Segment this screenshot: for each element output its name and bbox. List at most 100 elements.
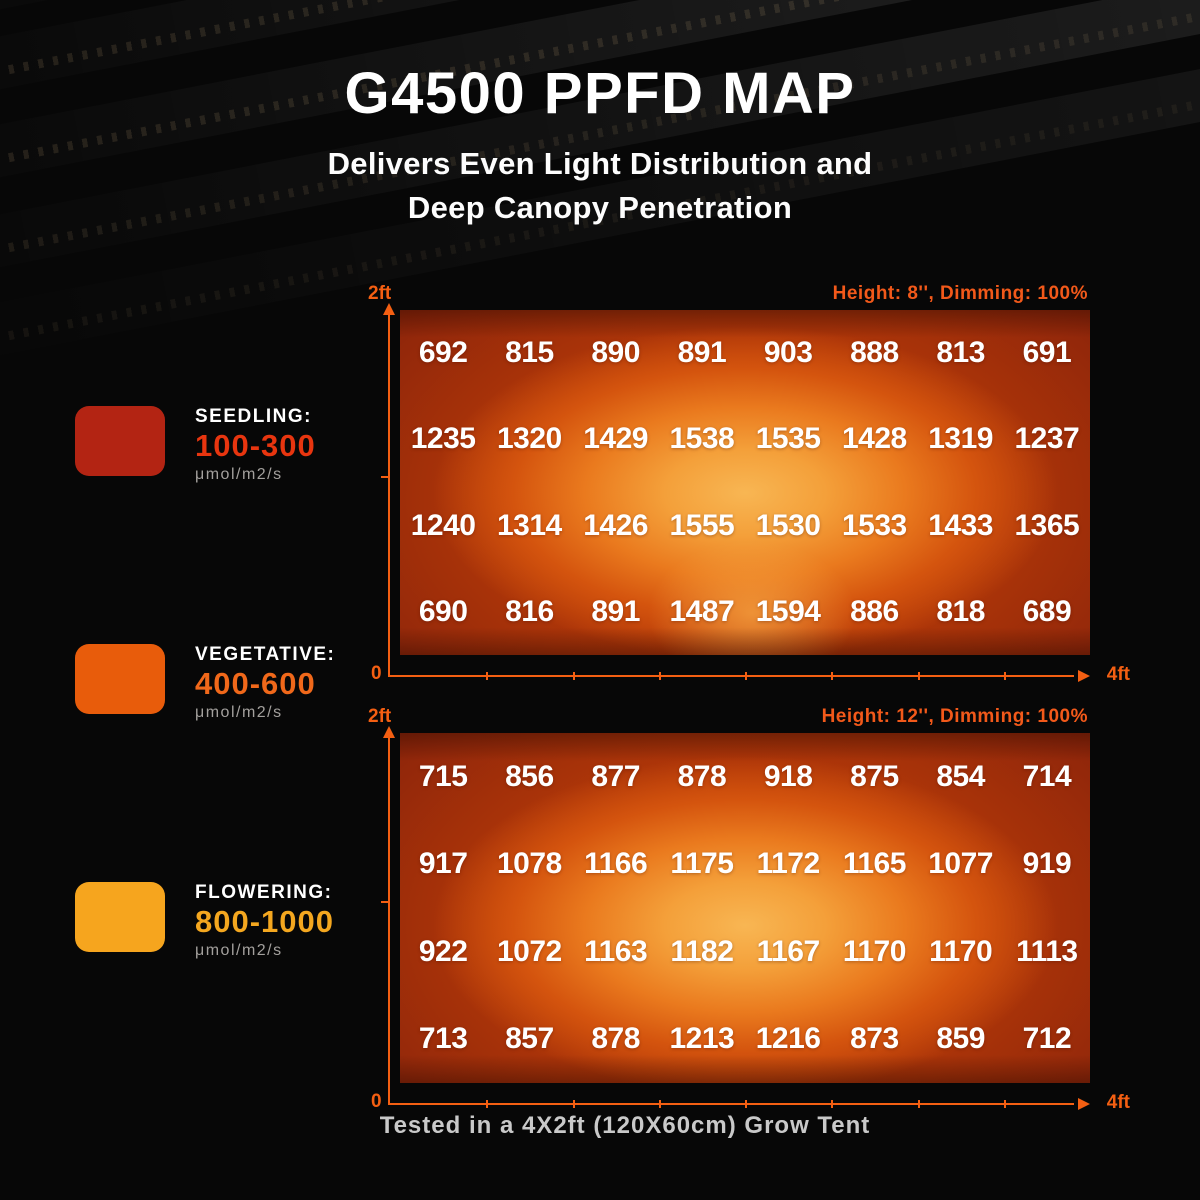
ppfd-value: 1533 [842, 508, 907, 542]
ppfd-value: 922 [418, 934, 468, 968]
x-axis-tick [1003, 672, 1006, 680]
ppfd-value: 891 [677, 336, 727, 370]
ppfd-value: 1182 [670, 934, 734, 968]
ppfd-value-grid: 692 815 890 891 903 888 813 691 1235 1320 1429 1538… [400, 310, 1090, 655]
x-axis-max-label: 4ft [1106, 664, 1130, 685]
ppfd-value: 1320 [497, 422, 562, 456]
seedling-color-swatch [75, 406, 165, 476]
ppfd-value: 1165 [842, 847, 907, 881]
ppfd-value: 1240 [410, 508, 476, 542]
ppfd-value: 878 [591, 1022, 640, 1056]
x-axis-tick [1003, 1100, 1006, 1108]
ppfd-value: 1213 [669, 1022, 735, 1056]
origin-label: 0 [371, 1091, 382, 1112]
chart-condition-label: Height: 12'', Dimming: 100% [821, 706, 1088, 727]
page-subtitle: Delivers Even Light Distribution and Dee… [0, 142, 1200, 230]
ppfd-value: 888 [850, 336, 899, 370]
ppfd-value: 692 [418, 336, 468, 370]
ppfd-value: 1167 [756, 934, 821, 968]
ppfd-value: 1426 [583, 508, 648, 542]
x-axis-tick [658, 1100, 661, 1108]
x-axis-arrow-icon [1078, 670, 1090, 682]
chart-condition-label: Height: 8'', Dimming: 100% [832, 283, 1088, 304]
x-axis-tick [658, 672, 661, 680]
ppfd-value: 816 [505, 594, 554, 628]
ppfd-value: 1319 [928, 422, 993, 456]
ppfd-value: 1175 [670, 847, 734, 881]
ppfd-value: 1429 [583, 422, 648, 456]
legend-label: SEEDLING: [195, 406, 312, 427]
ppfd-value: 886 [850, 594, 899, 628]
legend-range: 800-1000 [195, 904, 335, 939]
subtitle-line-1: Delivers Even Light Distribution and [327, 145, 873, 181]
ppfd-value: 1166 [584, 847, 648, 881]
y-axis-line [388, 737, 390, 1105]
ppfd-value: 1077 [928, 847, 993, 881]
ppfd-value: 815 [505, 336, 554, 370]
legend-range: 100-300 [195, 428, 316, 463]
origin-label: 0 [371, 663, 382, 684]
y-axis-tick [381, 475, 389, 478]
x-axis-line [388, 1103, 1074, 1105]
ppfd-value: 1172 [756, 847, 821, 881]
x-axis-tick [917, 1100, 920, 1108]
y-axis-arrow-icon [383, 303, 395, 315]
ppfd-value: 873 [850, 1022, 899, 1056]
legend-item-flowering: FLOWERING: 800-1000 μmol/m2/s [75, 882, 334, 960]
ppfd-value: 857 [505, 1022, 554, 1056]
legend-text: SEEDLING: 100-300 μmol/m2/s [195, 406, 316, 484]
ppfd-value: 1072 [497, 934, 562, 968]
ppfd-value: 917 [418, 847, 468, 881]
ppfd-value: 1078 [497, 847, 562, 881]
header: G4500 PPFD MAP Delivers Even Light Distr… [0, 62, 1200, 230]
ppfd-value: 903 [763, 336, 813, 370]
legend-unit: μmol/m2/s [195, 941, 283, 959]
ppfd-value: 1428 [842, 422, 907, 456]
ppfd-value: 1314 [497, 508, 562, 542]
legend-range: 400-600 [195, 666, 316, 701]
flowering-color-swatch [75, 882, 165, 952]
ppfd-value: 1530 [755, 508, 821, 542]
ppfd-value: 1170 [842, 934, 907, 968]
ppfd-value: 1216 [755, 1022, 821, 1056]
ppfd-value: 689 [1022, 594, 1072, 628]
x-axis-tick [917, 672, 920, 680]
ppfd-value: 890 [591, 336, 640, 370]
ppfd-value: 1433 [928, 508, 993, 542]
x-axis-tick [572, 672, 575, 680]
x-axis-tick [486, 1100, 489, 1108]
ppfd-heatmap: 692 815 890 891 903 888 813 691 1235 1320 1429 1538… [400, 310, 1090, 655]
ppfd-chart-12in: Height: 12'', Dimming: 100% 2ft 715 856 87… [368, 706, 1130, 1113]
test-conditions-note: Tested in a 4X2ft (120X60cm) Grow Tent [379, 1112, 871, 1139]
ppfd-value: 918 [763, 759, 813, 793]
ppfd-value: 1594 [755, 594, 821, 628]
ppfd-value-grid: 715 856 877 878 918 875 854 714 917 1078 1166 1175 1… [400, 733, 1090, 1083]
legend-unit: μmol/m2/s [195, 465, 283, 483]
ppfd-value: 690 [418, 594, 468, 628]
x-axis-tick [745, 672, 747, 680]
x-axis-max-label: 4ft [1106, 1092, 1130, 1113]
ppfd-heatmap: 715 856 877 878 918 875 854 714 917 1078 1166 1175 1… [400, 733, 1090, 1083]
x-axis-tick [572, 1100, 575, 1108]
ppfd-value: 813 [936, 336, 985, 370]
legend-label: FLOWERING: [195, 882, 333, 903]
ppfd-chart-8in: Height: 8'', Dimming: 100% 2ft 692 815 890… [368, 283, 1130, 685]
ppfd-value: 715 [418, 759, 468, 793]
subtitle-line-2: Deep Canopy Penetration [407, 189, 793, 225]
x-axis-line [388, 675, 1074, 677]
y-axis-max-label: 2ft [368, 706, 392, 727]
ppfd-value: 1113 [1016, 934, 1078, 968]
ppfd-value: 856 [505, 759, 554, 793]
x-axis-tick [486, 672, 489, 680]
ppfd-value: 859 [936, 1022, 985, 1056]
ppfd-value: 1237 [1014, 422, 1080, 456]
legend-item-vegetative: VEGETATIVE: 400-600 μmol/m2/s [75, 644, 335, 722]
ppfd-value: 1487 [669, 594, 735, 628]
ppfd-value: 1235 [410, 422, 476, 456]
legend-label: VEGETATIVE: [195, 644, 336, 665]
ppfd-value: 891 [591, 594, 640, 628]
ppfd-value: 878 [677, 759, 727, 793]
ppfd-value: 877 [591, 759, 640, 793]
ppfd-value: 1555 [669, 508, 735, 542]
